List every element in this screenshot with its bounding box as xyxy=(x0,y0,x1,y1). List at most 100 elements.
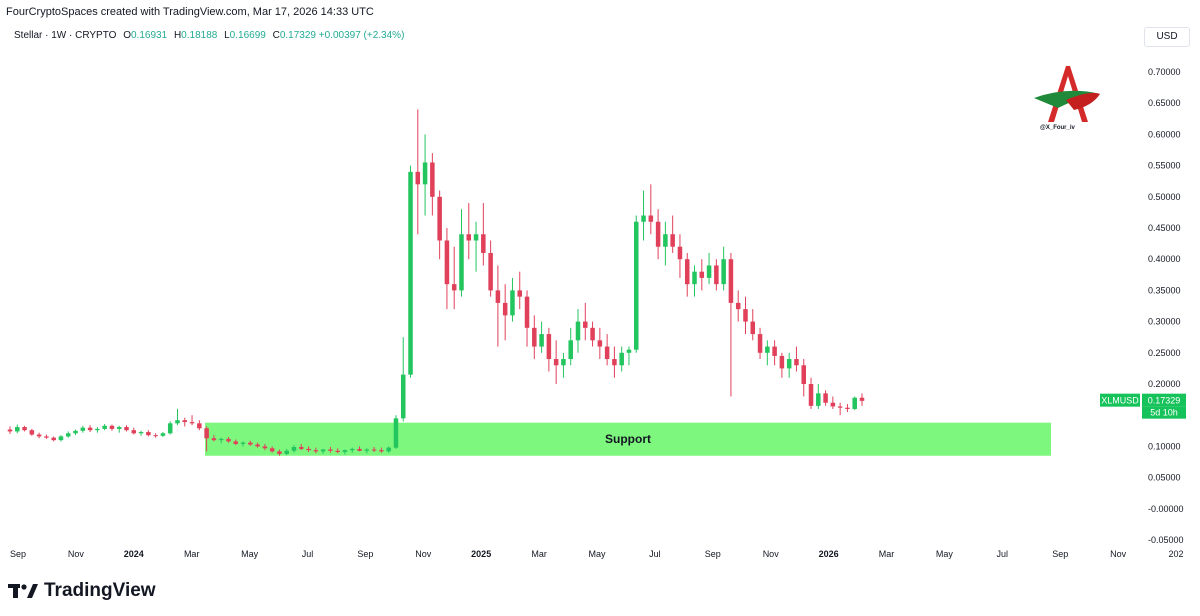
currency-button[interactable]: USD xyxy=(1144,27,1190,47)
price-tag xyxy=(1142,393,1186,407)
candle xyxy=(44,434,49,439)
candle-body xyxy=(255,444,260,447)
candle-body xyxy=(408,171,413,375)
candle xyxy=(269,446,275,453)
candle-body xyxy=(699,271,705,278)
candle-body xyxy=(561,359,566,366)
candle xyxy=(451,246,457,310)
candle xyxy=(626,346,632,366)
candle xyxy=(786,352,792,378)
candle xyxy=(138,430,144,436)
candle-body xyxy=(473,234,479,241)
y-axis-ticks: 0.70000 0.65000 0.60000 0.55000 0.50000 0.450… xyxy=(1148,67,1184,545)
x-tick-label: May xyxy=(588,549,606,559)
y-tick-label: 0.10000 xyxy=(1148,441,1181,451)
candle-body xyxy=(73,430,78,434)
candle-body xyxy=(299,447,304,449)
candle xyxy=(677,234,683,278)
candle-body xyxy=(488,252,493,291)
candle xyxy=(444,228,450,310)
candle xyxy=(619,346,624,372)
x-tick-label: Mar xyxy=(531,549,547,559)
candle-body xyxy=(575,321,581,341)
candle-body xyxy=(65,433,71,437)
candle xyxy=(255,442,260,448)
candle xyxy=(386,446,391,453)
y-tick-label: 0.65000 xyxy=(1148,98,1181,108)
candle xyxy=(371,447,377,453)
tradingview-brand: TradingView xyxy=(44,580,156,601)
candle xyxy=(218,437,224,444)
candle xyxy=(320,448,326,454)
x-tick-label: May xyxy=(936,549,954,559)
y-tick-label: 0.70000 xyxy=(1148,67,1181,77)
candle xyxy=(655,209,661,260)
candle-body xyxy=(349,448,355,451)
candle xyxy=(837,402,843,416)
candle-body xyxy=(124,427,129,431)
candle xyxy=(430,153,435,216)
candle xyxy=(277,449,282,456)
candle xyxy=(561,352,566,378)
candle-body xyxy=(481,234,486,253)
candle xyxy=(466,203,472,260)
y-tick-label: 0.50000 xyxy=(1148,192,1181,202)
tradingview-footer[interactable]: TradingView xyxy=(8,580,156,602)
candle xyxy=(750,309,756,341)
candle-body xyxy=(342,450,348,453)
candle-body xyxy=(146,432,151,436)
x-tick-label: 2024 xyxy=(124,549,144,559)
candle xyxy=(553,340,559,384)
candle xyxy=(852,396,857,411)
candle xyxy=(517,271,523,310)
candle xyxy=(15,424,20,434)
x-tick-label: Sep xyxy=(357,549,373,559)
candle-body xyxy=(160,433,166,436)
candle-body xyxy=(393,418,399,448)
candle xyxy=(197,420,202,431)
candle-body xyxy=(852,397,857,409)
candle-body xyxy=(823,393,828,403)
candle-body xyxy=(204,428,209,439)
x-tick-label: Jul xyxy=(649,549,661,559)
candle xyxy=(109,424,115,431)
candle-body xyxy=(95,428,100,431)
candle-body xyxy=(335,450,340,453)
candle-body xyxy=(153,435,158,437)
candle-body xyxy=(837,406,843,408)
high-value: 0.18188 xyxy=(181,30,218,41)
candle xyxy=(437,190,442,260)
candle xyxy=(823,390,828,406)
candle xyxy=(801,359,807,397)
candle-body xyxy=(284,450,289,454)
candle-body xyxy=(510,290,515,316)
x-tick-label: Mar xyxy=(879,549,895,559)
y-tick-label: 0.55000 xyxy=(1148,161,1181,171)
candle-body xyxy=(357,448,362,451)
candle xyxy=(65,431,71,438)
candle xyxy=(146,430,151,437)
candle xyxy=(22,425,27,432)
candle-body xyxy=(721,259,726,285)
candle-body xyxy=(226,438,231,442)
candle xyxy=(743,296,748,335)
symbol-title[interactable]: Stellar · 1W · CRYPTO xyxy=(14,30,117,41)
candle xyxy=(648,184,654,235)
candle-body xyxy=(735,302,741,310)
candle-body xyxy=(58,436,64,441)
x-tick-label: Jul xyxy=(997,549,1009,559)
candle-body xyxy=(218,438,224,441)
candle-body xyxy=(364,449,370,451)
candle-body xyxy=(648,215,654,222)
candle-body xyxy=(167,423,173,434)
candle xyxy=(167,421,173,435)
countdown-tag xyxy=(1142,406,1186,419)
candle xyxy=(240,441,246,447)
symbol-tag-label: XLMUSD xyxy=(1101,396,1139,406)
candle xyxy=(80,425,86,433)
candle xyxy=(124,425,129,432)
candle xyxy=(597,327,603,360)
candle-body xyxy=(233,441,239,444)
y-tick-label: 0.25000 xyxy=(1148,348,1181,358)
